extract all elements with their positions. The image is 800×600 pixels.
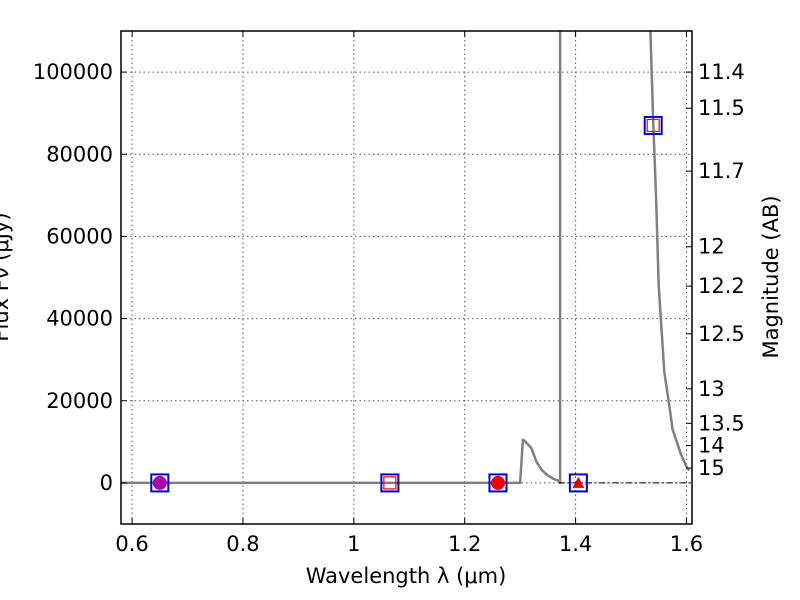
data-series [121, 30, 692, 493]
x-tick-label: 1.2 [448, 532, 481, 556]
y-tick-label: 100000 [33, 60, 113, 84]
y2-tick-label: 12.5 [698, 322, 745, 346]
data-point-circle [152, 475, 167, 490]
series-line [649, 30, 691, 472]
y2-tick-label: 11.4 [698, 60, 745, 84]
y-axis-ticks: 0 20000 40000 60000 80000 100000 [33, 60, 127, 495]
data-point-square [488, 473, 508, 493]
y2-tick-label: 12 [698, 235, 725, 259]
x-tick-label: 1 [347, 532, 360, 556]
data-point-square [643, 115, 663, 135]
x-axis-label: Wavelength λ (μm) [306, 564, 507, 588]
y2-tick-label: 11.7 [698, 159, 745, 183]
y-tick-label: 0 [100, 471, 113, 495]
y2-tick-label: 13 [698, 377, 725, 401]
x-axis-ticks: 0.6 0.8 1 1.2 1.4 1.6 [115, 31, 703, 556]
y-tick-label: 40000 [46, 307, 113, 331]
data-point-square [646, 118, 660, 133]
x-tick-label: 1.4 [559, 532, 592, 556]
y2-tick-label: 12.2 [698, 274, 745, 298]
y2-tick-label: 15 [698, 456, 725, 480]
y-tick-label: 80000 [46, 142, 113, 166]
y2-tick-label: 11.5 [698, 96, 745, 120]
data-point-square [150, 473, 170, 493]
y-axis-label: Flux Fν (μJy) [0, 212, 13, 341]
data-point-circle [490, 475, 505, 490]
data-point-triangle [572, 476, 585, 488]
y2-axis-label: Magnitude (AB) [759, 195, 783, 358]
y-tick-label: 20000 [46, 389, 113, 413]
x-tick-label: 1.6 [670, 532, 703, 556]
y2-tick-label: 14 [698, 434, 725, 458]
data-point-square [383, 476, 397, 490]
x-tick-label: 0.6 [115, 532, 148, 556]
data-point-square [568, 473, 588, 493]
grid-lines [121, 31, 692, 524]
y2-tick-label: 13.5 [698, 411, 745, 435]
plot-frame [120, 30, 693, 525]
series-line [121, 31, 562, 485]
data-point-square [380, 473, 400, 493]
x-tick-label: 0.8 [226, 532, 259, 556]
y-tick-label: 60000 [46, 224, 113, 248]
